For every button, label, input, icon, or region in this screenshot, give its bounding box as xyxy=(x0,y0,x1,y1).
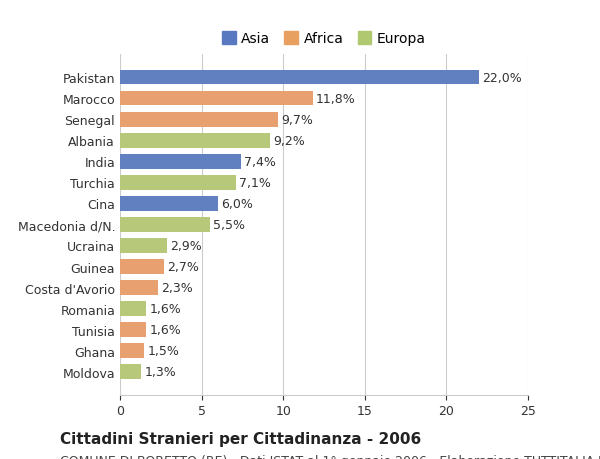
Text: 9,7%: 9,7% xyxy=(281,113,313,126)
Text: COMUNE DI BORETTO (RE) - Dati ISTAT al 1° gennaio 2006 - Elaborazione TUTTITALIA: COMUNE DI BORETTO (RE) - Dati ISTAT al 1… xyxy=(60,454,600,459)
Bar xyxy=(120,71,479,85)
Bar xyxy=(120,280,158,295)
Bar xyxy=(120,134,270,148)
Text: 2,7%: 2,7% xyxy=(167,260,199,274)
Legend: Asia, Africa, Europa: Asia, Africa, Europa xyxy=(218,28,430,50)
Bar xyxy=(120,175,236,190)
Bar xyxy=(120,112,278,127)
Bar xyxy=(120,364,141,379)
Bar xyxy=(120,155,241,169)
Text: 1,5%: 1,5% xyxy=(148,344,179,358)
Text: 11,8%: 11,8% xyxy=(316,92,356,106)
Text: 1,6%: 1,6% xyxy=(149,324,181,336)
Bar xyxy=(120,344,145,358)
Text: 6,0%: 6,0% xyxy=(221,197,253,210)
Text: 9,2%: 9,2% xyxy=(274,134,305,147)
Text: 5,5%: 5,5% xyxy=(213,218,245,231)
Text: 22,0%: 22,0% xyxy=(482,72,522,84)
Text: 1,3%: 1,3% xyxy=(145,365,176,378)
Text: 2,9%: 2,9% xyxy=(170,240,202,252)
Bar xyxy=(120,302,146,316)
Text: 2,3%: 2,3% xyxy=(161,281,193,294)
Text: Cittadini Stranieri per Cittadinanza - 2006: Cittadini Stranieri per Cittadinanza - 2… xyxy=(60,431,421,447)
Text: 7,1%: 7,1% xyxy=(239,176,271,190)
Bar xyxy=(120,323,146,337)
Bar xyxy=(120,260,164,274)
Text: 7,4%: 7,4% xyxy=(244,156,276,168)
Bar xyxy=(120,239,167,253)
Text: 1,6%: 1,6% xyxy=(149,302,181,315)
Bar xyxy=(120,91,313,106)
Bar xyxy=(120,196,218,211)
Bar xyxy=(120,218,210,232)
